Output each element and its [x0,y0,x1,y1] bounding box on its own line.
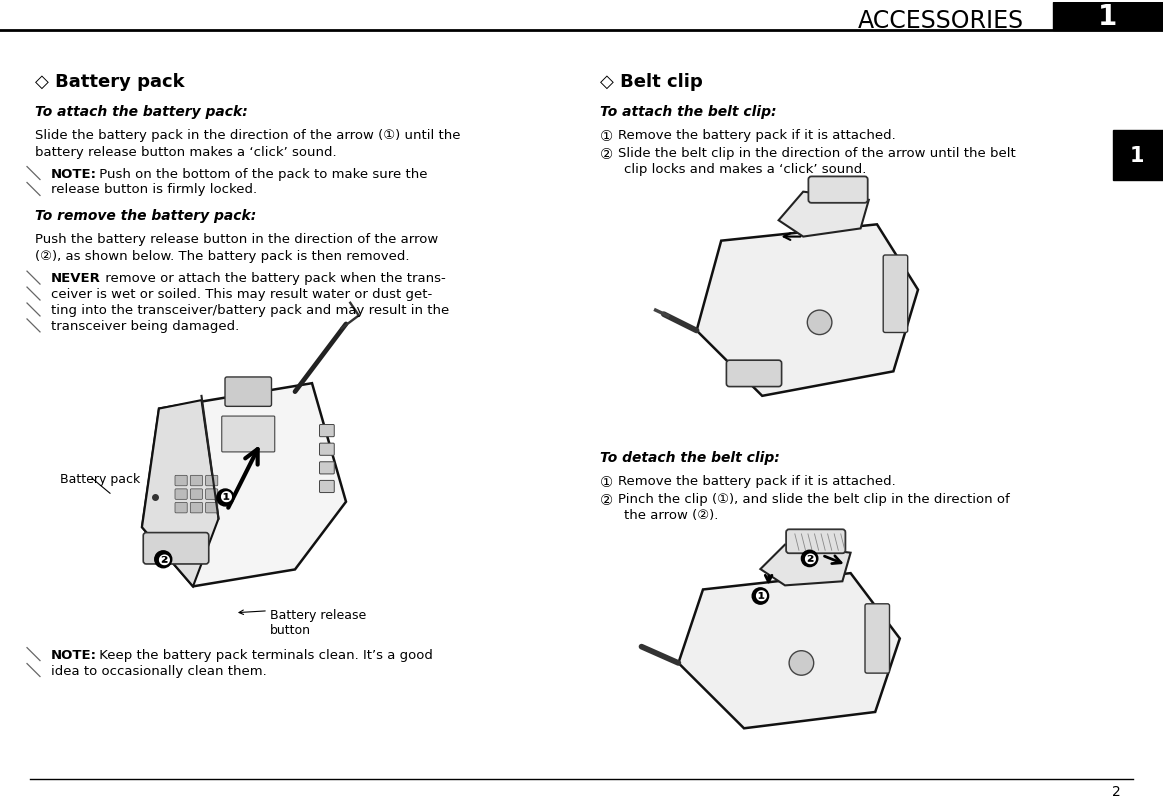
Text: 1: 1 [1130,145,1144,165]
FancyBboxPatch shape [1053,3,1163,31]
Text: Pinch the clip (①), and slide the belt clip in the direction of: Pinch the clip (①), and slide the belt c… [618,492,1009,506]
Text: ①: ① [600,128,613,144]
FancyBboxPatch shape [320,463,334,475]
FancyBboxPatch shape [786,530,846,553]
Polygon shape [778,193,869,237]
Text: To remove the battery pack:: To remove the battery pack: [35,209,256,223]
FancyBboxPatch shape [191,503,202,513]
Text: idea to occasionally clean them.: idea to occasionally clean them. [51,664,266,677]
Text: battery release button makes a ‘click’ sound.: battery release button makes a ‘click’ s… [35,145,336,158]
Text: To attach the belt clip:: To attach the belt clip: [600,104,777,119]
Text: To attach the battery pack:: To attach the battery pack: [35,104,248,119]
Text: Remove the battery pack if it is attached.: Remove the battery pack if it is attache… [618,475,896,487]
Circle shape [790,651,814,675]
FancyBboxPatch shape [222,417,274,452]
Circle shape [216,489,234,507]
Text: To detach the belt clip:: To detach the belt clip: [600,450,779,465]
Text: 2: 2 [1112,784,1121,798]
Polygon shape [678,573,900,728]
Text: the arrow (②).: the arrow (②). [625,508,719,521]
Text: NOTE:: NOTE: [51,648,97,661]
Text: ❶: ❶ [754,589,766,604]
Text: 1: 1 [1098,3,1116,31]
Text: ②: ② [600,492,613,507]
Text: clip locks and makes a ‘click’ sound.: clip locks and makes a ‘click’ sound. [625,162,866,175]
FancyBboxPatch shape [883,255,907,333]
Polygon shape [142,401,219,587]
Circle shape [807,311,832,335]
FancyBboxPatch shape [224,377,271,407]
Circle shape [752,588,769,605]
Text: (②), as shown below. The battery pack is then removed.: (②), as shown below. The battery pack is… [35,250,409,263]
FancyBboxPatch shape [174,503,187,513]
FancyBboxPatch shape [191,475,202,486]
Text: transceiver being damaged.: transceiver being damaged. [51,320,240,332]
Text: Remove the battery pack if it is attached.: Remove the battery pack if it is attache… [618,128,896,141]
Text: ◇ Battery pack: ◇ Battery pack [35,73,185,91]
FancyBboxPatch shape [865,604,890,673]
Text: ①: ① [600,475,613,490]
FancyBboxPatch shape [206,489,217,499]
FancyBboxPatch shape [206,475,217,486]
FancyBboxPatch shape [320,425,334,437]
Text: ❷: ❷ [157,552,170,567]
FancyBboxPatch shape [1113,131,1163,181]
FancyBboxPatch shape [727,361,782,387]
Text: ❶: ❶ [219,491,231,505]
Text: ◇ Belt clip: ◇ Belt clip [600,73,702,91]
Text: ting into the transceiver/battery pack and may result in the: ting into the transceiver/battery pack a… [51,304,449,316]
Text: NOTE:: NOTE: [51,167,97,181]
FancyBboxPatch shape [174,475,187,486]
FancyBboxPatch shape [808,177,868,203]
Text: Slide the belt clip in the direction of the arrow until the belt: Slide the belt clip in the direction of … [618,146,1015,160]
Text: Push on the bottom of the pack to make sure the: Push on the bottom of the pack to make s… [95,167,428,181]
Circle shape [155,551,172,568]
Text: NEVER: NEVER [51,271,101,285]
Text: Battery pack: Battery pack [60,472,141,485]
Text: Keep the battery pack terminals clean. It’s a good: Keep the battery pack terminals clean. I… [95,648,433,661]
FancyBboxPatch shape [206,503,217,513]
FancyBboxPatch shape [143,533,208,565]
FancyBboxPatch shape [320,481,334,493]
Text: Push the battery release button in the direction of the arrow: Push the battery release button in the d… [35,233,438,246]
Text: release button is firmly locked.: release button is firmly locked. [51,183,257,196]
Text: ②: ② [600,146,613,161]
Text: Battery release
button: Battery release button [270,608,366,636]
Polygon shape [142,384,347,587]
Circle shape [801,551,818,567]
Text: ACCESSORIES: ACCESSORIES [857,9,1023,33]
FancyBboxPatch shape [320,443,334,456]
Text: Slide the battery pack in the direction of the arrow (①) until the: Slide the battery pack in the direction … [35,128,461,141]
Text: ceiver is wet or soiled. This may result water or dust get-: ceiver is wet or soiled. This may result… [51,287,433,300]
FancyBboxPatch shape [174,489,187,499]
Text: remove or attach the battery pack when the trans-: remove or attach the battery pack when t… [101,271,445,285]
FancyBboxPatch shape [191,489,202,499]
Polygon shape [761,545,850,585]
Text: ❷: ❷ [804,551,816,566]
Polygon shape [697,225,918,397]
